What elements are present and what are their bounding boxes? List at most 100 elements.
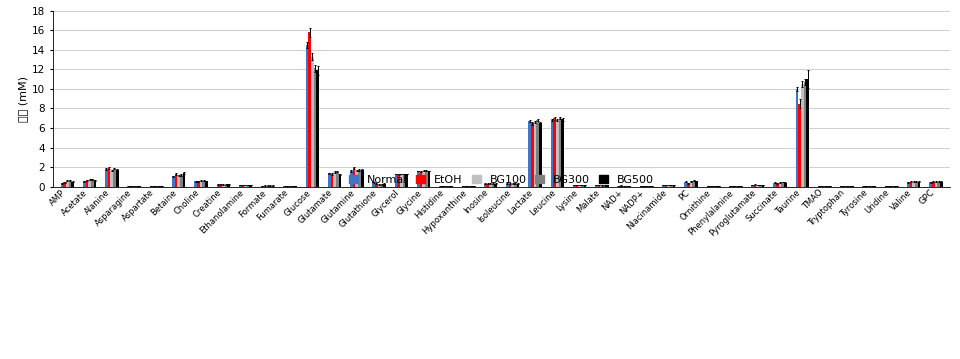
Bar [465, 186, 467, 187]
Bar [314, 69, 316, 187]
Bar [178, 176, 180, 187]
Bar [106, 169, 108, 187]
Bar [204, 181, 207, 187]
Bar [781, 182, 784, 187]
Bar [450, 186, 452, 187]
Bar [684, 182, 687, 187]
Bar [294, 186, 297, 187]
Bar [662, 185, 664, 187]
Bar [68, 180, 71, 187]
Bar [283, 186, 286, 187]
Bar [642, 186, 645, 187]
Bar [311, 57, 314, 187]
Bar [91, 180, 93, 187]
Bar [732, 186, 734, 187]
Bar [247, 185, 250, 187]
Bar [85, 180, 88, 187]
Bar [383, 184, 386, 187]
Bar [692, 181, 695, 187]
Bar [269, 186, 272, 187]
Legend: Normal, EtOH, BG100, BG300, BG500: Normal, EtOH, BG100, BG300, BG500 [349, 174, 654, 185]
Bar [203, 181, 204, 187]
Bar [650, 186, 653, 187]
Bar [108, 168, 110, 187]
Bar [88, 180, 91, 187]
Bar [915, 182, 918, 187]
Bar [516, 184, 519, 187]
Bar [155, 186, 157, 187]
Bar [160, 186, 163, 187]
Bar [761, 185, 764, 187]
Bar [405, 174, 408, 187]
Bar [264, 186, 266, 187]
Bar [907, 182, 910, 187]
Bar [598, 185, 601, 187]
Bar [402, 174, 405, 187]
Bar [244, 185, 247, 187]
Bar [885, 186, 887, 187]
Bar [595, 185, 598, 187]
Bar [484, 184, 487, 187]
Bar [182, 173, 185, 187]
Bar [893, 186, 896, 187]
Bar [689, 181, 692, 187]
Bar [707, 186, 709, 187]
Bar [153, 186, 155, 187]
Bar [828, 186, 831, 187]
Bar [462, 186, 465, 187]
Bar [110, 171, 113, 187]
Bar [606, 185, 609, 187]
Bar [472, 186, 475, 187]
Bar [339, 174, 341, 187]
Bar [865, 186, 868, 187]
Bar [887, 186, 890, 187]
Bar [784, 183, 786, 187]
Bar [375, 184, 378, 187]
Bar [862, 186, 865, 187]
Bar [774, 183, 776, 187]
Bar [709, 186, 712, 187]
Bar [754, 185, 756, 187]
Bar [116, 170, 118, 187]
Bar [528, 121, 531, 187]
Bar [576, 185, 578, 187]
Bar [912, 182, 915, 187]
Bar [799, 104, 801, 187]
Bar [539, 123, 541, 187]
Bar [358, 170, 361, 187]
Bar [890, 186, 893, 187]
Bar [336, 172, 339, 187]
Bar [316, 70, 319, 187]
Bar [729, 186, 732, 187]
Bar [361, 170, 364, 187]
Bar [670, 185, 673, 187]
Bar [601, 185, 603, 187]
Bar [756, 185, 759, 187]
Bar [717, 186, 720, 187]
Bar [873, 186, 876, 187]
Bar [804, 82, 806, 187]
Bar [537, 120, 539, 187]
Bar [779, 183, 781, 187]
Bar [250, 185, 252, 187]
Bar [425, 171, 427, 187]
Bar [918, 182, 921, 187]
Bar [937, 182, 940, 187]
Bar [759, 185, 761, 187]
Bar [261, 186, 264, 187]
Bar [625, 186, 628, 187]
Bar [286, 186, 289, 187]
Bar [620, 186, 623, 187]
Y-axis label: 농도 (mM): 농도 (mM) [17, 76, 28, 122]
Bar [328, 173, 330, 187]
Bar [113, 169, 116, 187]
Bar [573, 185, 576, 187]
Bar [512, 184, 514, 187]
Bar [506, 184, 509, 187]
Bar [228, 184, 229, 187]
Bar [372, 182, 375, 187]
Bar [272, 186, 275, 187]
Bar [150, 186, 153, 187]
Bar [83, 181, 85, 187]
Bar [551, 120, 553, 187]
